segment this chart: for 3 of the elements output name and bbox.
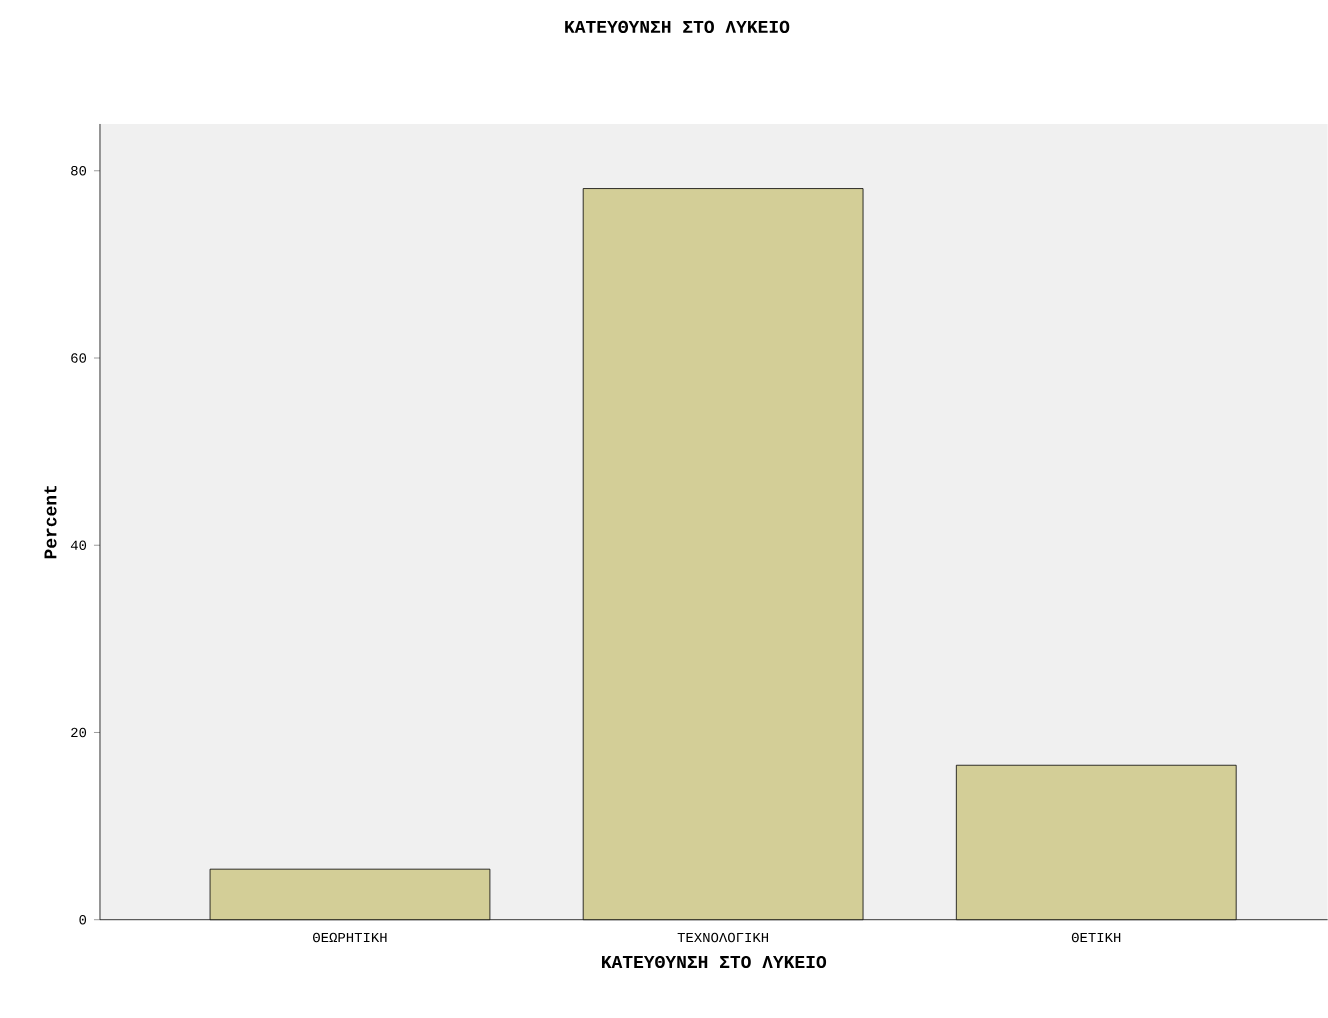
- y-axis-title: Percent: [44, 486, 57, 559]
- chart-title: ΚΑΤΕΥΘΥΝΣΗ ΣΤΟ ΛΥΚΕΙΟ: [565, 20, 790, 34]
- x-axis-title: ΚΑΤΕΥΘΥΝΣΗ ΣΤΟ ΛΥΚΕΙΟ: [602, 956, 827, 969]
